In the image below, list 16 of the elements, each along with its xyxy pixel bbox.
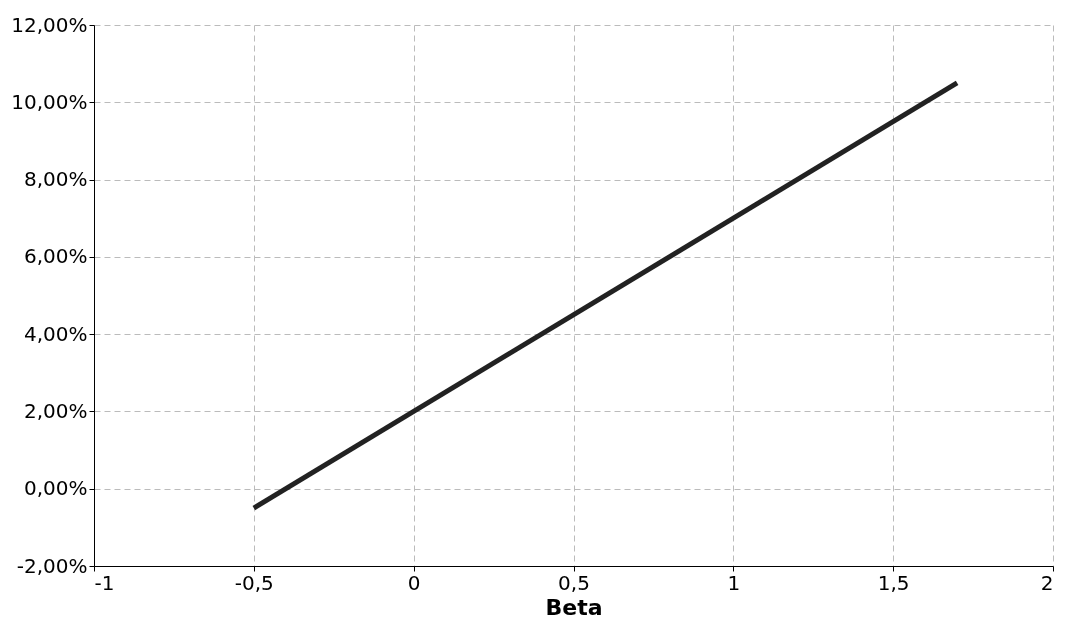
y-tick-label: 8,00% bbox=[23, 167, 88, 192]
x-tick-label: 2 bbox=[1040, 570, 1054, 595]
x-tick-label: 0 bbox=[407, 570, 421, 595]
x-tick-label: 0,5 bbox=[558, 570, 590, 595]
y-tick-label: 0,00% bbox=[23, 476, 88, 501]
x-tick-label: -0,5 bbox=[234, 570, 274, 595]
y-tick-label: 12,00% bbox=[11, 12, 88, 37]
y-tick-label: 10,00% bbox=[11, 89, 88, 114]
y-tick-label: 4,00% bbox=[23, 321, 88, 346]
y-tick-label: 2,00% bbox=[23, 398, 88, 423]
x-axis-title: Beta bbox=[545, 594, 603, 620]
x-tick-label: 1,5 bbox=[877, 570, 910, 595]
y-tick-label: -2,00% bbox=[16, 553, 88, 578]
x-tick-label: 1 bbox=[727, 570, 741, 595]
y-tick-label: 6,00% bbox=[23, 244, 88, 269]
x-tick-label: -1 bbox=[94, 570, 115, 595]
